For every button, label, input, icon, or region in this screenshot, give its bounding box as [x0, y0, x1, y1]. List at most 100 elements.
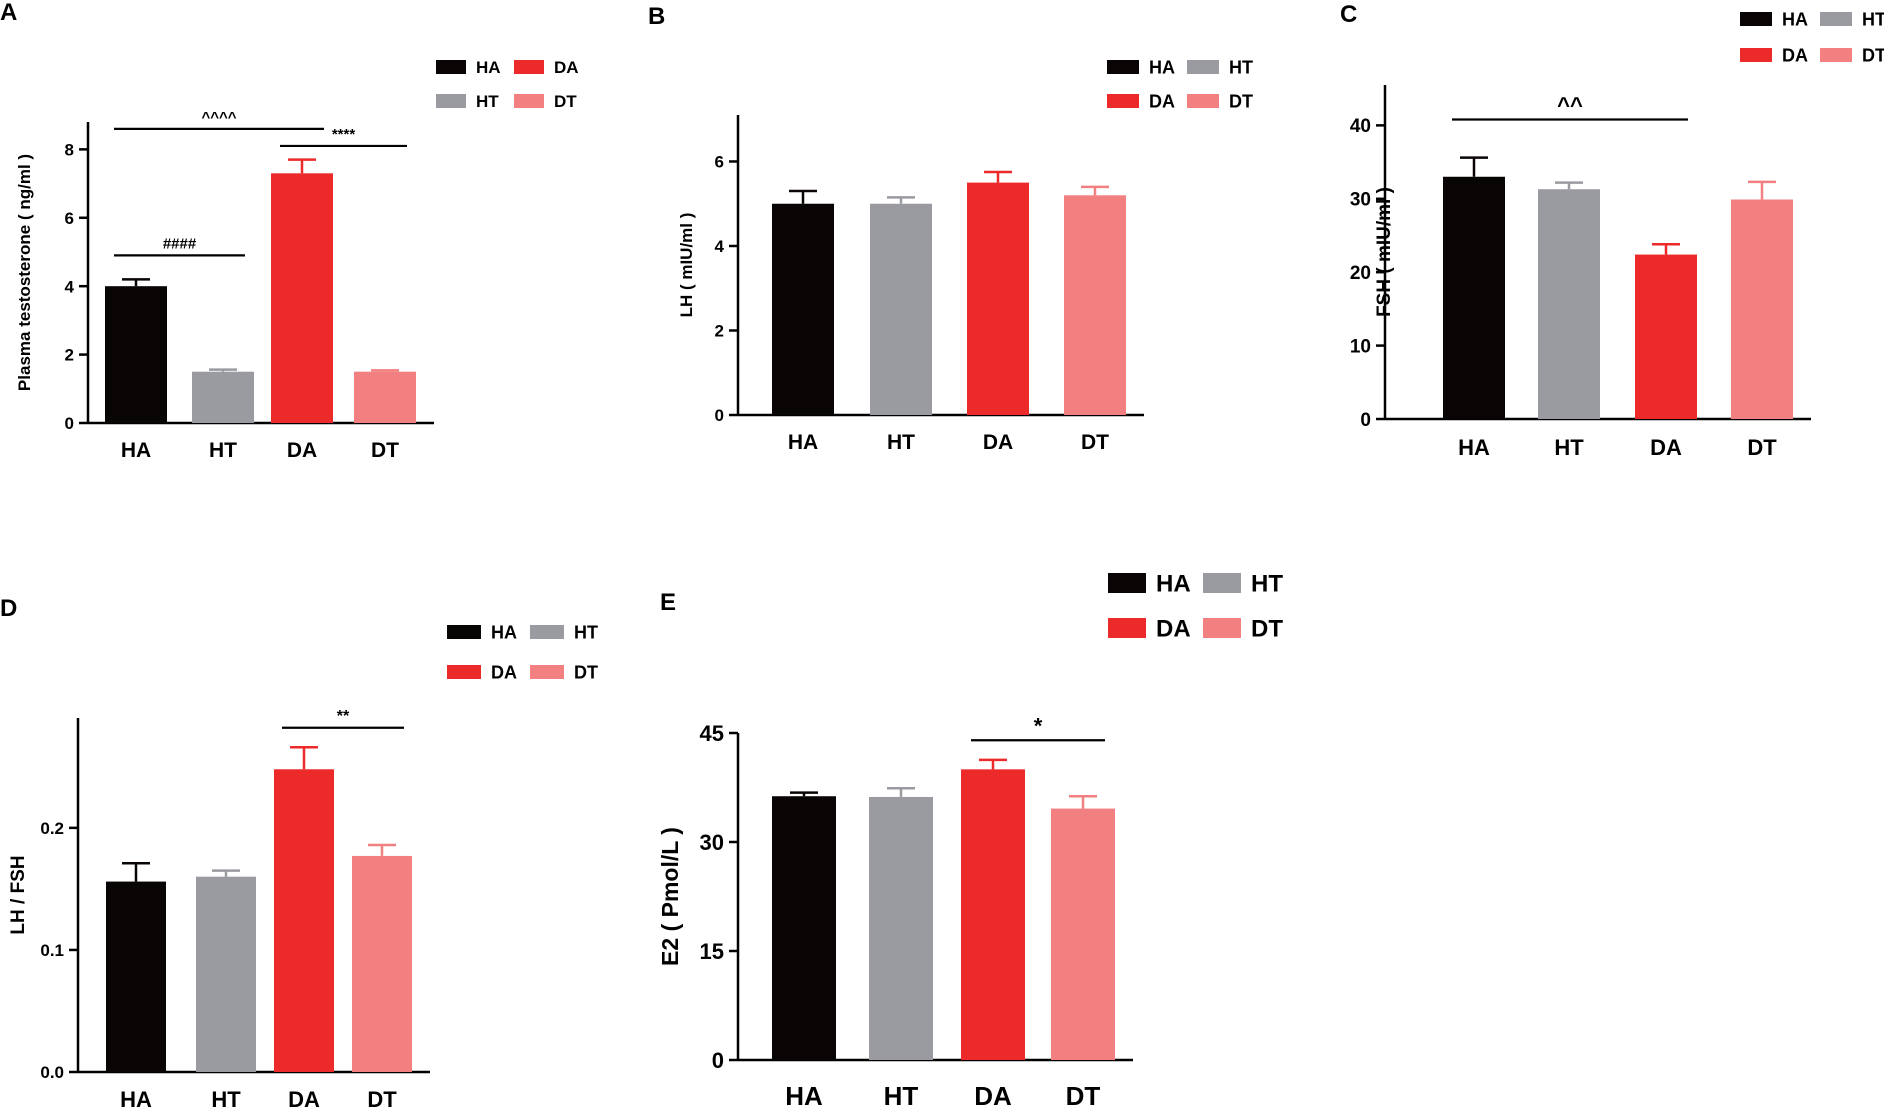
legend-label-d-da: DA [491, 662, 517, 682]
legend-swatch-c-dt [1820, 48, 1852, 62]
legend-swatch-d-ha [447, 625, 481, 639]
legend-swatch-e-ht [1203, 573, 1241, 593]
y-tick-label-c-4: 40 [1350, 116, 1371, 137]
panel-c: C 0 10 20 30 40 HA HT DA DT FSH ( mIU/ml ) ^^ HA HT DA… [1340, 1, 1884, 460]
panel-letter-a: A [0, 0, 17, 26]
significance-label-c-0: ^^ [1557, 93, 1583, 118]
legend-swatch-e-da [1108, 618, 1146, 638]
y-tick-label-c-3: 30 [1350, 190, 1371, 211]
x-tick-label-d-ht: HT [211, 1087, 241, 1110]
y-axis-label-d: LH / FSH [8, 855, 29, 934]
legend-label-b-da: DA [1149, 91, 1175, 111]
legend-swatch-d-ht [530, 625, 564, 639]
bar-a-ht [192, 371, 254, 423]
legend-swatch-a-dt [514, 94, 544, 108]
legend-swatch-c-ha [1740, 12, 1772, 26]
y-tick-label-a-3: 6 [65, 209, 74, 228]
legend-label-a-da: DA [554, 58, 579, 77]
bar-d-ht [196, 876, 256, 1072]
x-tick-label-e-dt: DT [1066, 1081, 1101, 1110]
y-tick-label-e-2: 30 [700, 830, 724, 855]
panel-b: B 0 2 4 6 HA HT DA DT LH ( mIU/ml ) HA HT DA DT [648, 3, 1253, 454]
y-tick-label-b-0: 0 [715, 406, 724, 425]
bar-e-dt [1051, 808, 1115, 1060]
significance-label-a-2: #### [163, 235, 197, 252]
legend-e: HA HT DA DT [1108, 571, 1283, 643]
y-tick-label-a-2: 4 [65, 277, 75, 296]
legend-swatch-a-ht [436, 94, 466, 108]
bar-b-ht [870, 203, 932, 415]
panel-d: D 0.0 0.1 0.2 HA HT DA DT LH / FSH ** HA HT DA DT [0, 595, 598, 1110]
y-tick-label-d-1: 0.1 [40, 941, 64, 960]
bar-c-ha [1443, 176, 1505, 419]
legend-label-b-ha: HA [1149, 57, 1175, 77]
legend-label-d-dt: DT [574, 662, 598, 682]
legend-label-a-dt: DT [554, 92, 577, 111]
bar-b-dt [1064, 195, 1126, 415]
legend-swatch-e-ha [1108, 573, 1146, 593]
legend-swatch-c-da [1740, 48, 1772, 62]
legend-label-e-dt: DT [1251, 616, 1283, 643]
y-axis-label-b: LH ( mIU/ml ) [677, 213, 696, 318]
panel-a: A 0 2 4 6 8 HA HT DA DT Plasma testosterone ( ng/m… [0, 0, 579, 462]
y-axis-label-a: Plasma testosterone ( ng/ml ) [15, 154, 34, 391]
panel-letter-c: C [1340, 1, 1357, 28]
panel-letter-d: D [0, 595, 17, 622]
legend-swatch-b-ht [1187, 60, 1219, 74]
x-tick-label-a-da: DA [287, 439, 317, 462]
panel-e: E 0 15 30 45 HA HT DA DT E2 ( Pmol/L ) * HA HT DA DT [657, 571, 1283, 1110]
x-tick-label-b-ht: HT [887, 431, 915, 454]
y-axis-label-e: E2 ( Pmol/L ) [657, 827, 683, 966]
legend-label-b-ht: HT [1229, 57, 1253, 77]
legend-swatch-b-dt [1187, 94, 1219, 108]
x-tick-label-e-ha: HA [785, 1081, 823, 1110]
significance-label-a-1: **** [332, 126, 356, 143]
legend-label-c-dt: DT [1862, 45, 1884, 65]
legend-swatch-d-da [447, 665, 481, 679]
bar-a-ha [105, 286, 167, 423]
bar-b-da [967, 182, 1029, 415]
y-tick-label-b-3: 6 [715, 153, 724, 172]
y-tick-label-e-0: 0 [712, 1048, 724, 1073]
legend-swatch-c-ht [1820, 12, 1852, 26]
legend-label-e-da: DA [1156, 616, 1191, 643]
x-tick-label-e-da: DA [974, 1081, 1012, 1110]
legend-label-c-ht: HT [1862, 9, 1884, 29]
y-axis-label-c: FSH ( mIU/ml ) [1374, 187, 1395, 317]
bar-d-dt [352, 855, 412, 1072]
x-tick-label-d-ha: HA [120, 1087, 152, 1110]
bar-c-dt [1731, 199, 1793, 419]
x-tick-label-b-dt: DT [1081, 431, 1109, 454]
bar-e-ht [869, 796, 933, 1060]
legend-swatch-a-da [514, 60, 544, 74]
x-tick-label-a-ht: HT [209, 439, 237, 462]
bar-e-da [961, 769, 1025, 1060]
legend-a: HA DA HT DT [436, 58, 579, 111]
y-tick-label-c-1: 10 [1350, 336, 1371, 357]
x-tick-label-a-dt: DT [371, 439, 399, 462]
y-tick-label-c-0: 0 [1360, 410, 1371, 431]
x-tick-label-b-da: DA [983, 431, 1013, 454]
bar-a-dt [354, 371, 416, 423]
bar-c-da [1635, 254, 1697, 419]
legend-swatch-e-dt [1203, 618, 1241, 638]
x-tick-label-d-dt: DT [367, 1087, 397, 1110]
legend-label-a-ha: HA [476, 58, 501, 77]
x-tick-label-a-ha: HA [121, 439, 151, 462]
legend-d: HA HT DA DT [447, 622, 598, 682]
y-tick-label-c-2: 20 [1350, 263, 1371, 284]
y-tick-label-a-4: 8 [65, 140, 74, 159]
bar-d-ha [106, 881, 166, 1072]
y-tick-label-d-0: 0.0 [40, 1063, 64, 1082]
x-tick-label-b-ha: HA [788, 431, 818, 454]
x-tick-label-c-dt: DT [1747, 435, 1777, 460]
bar-a-da [271, 173, 333, 423]
legend-label-d-ht: HT [574, 622, 598, 642]
legend-label-b-dt: DT [1229, 91, 1253, 111]
panel-letter-b: B [648, 3, 665, 30]
bar-e-ha [772, 796, 836, 1060]
x-tick-label-e-ht: HT [884, 1081, 919, 1110]
legend-label-a-ht: HT [476, 92, 499, 111]
y-tick-label-e-1: 15 [700, 939, 724, 964]
